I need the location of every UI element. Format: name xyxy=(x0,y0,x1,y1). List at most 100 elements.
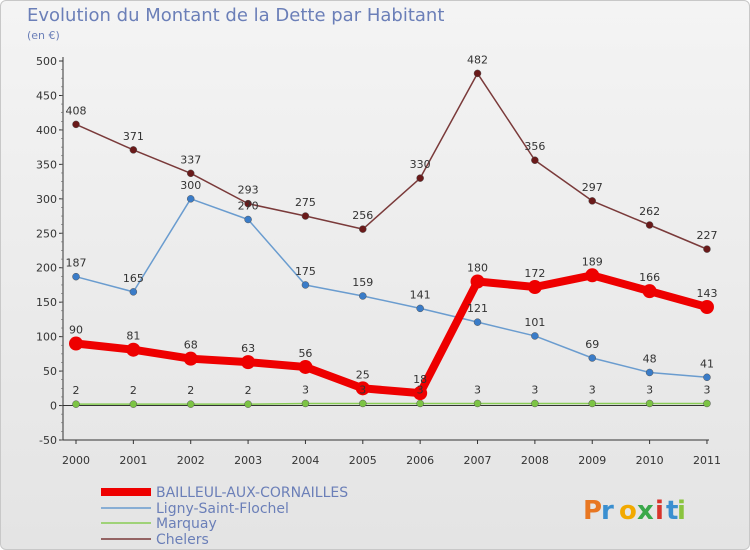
data-point xyxy=(69,336,83,351)
x-tick-label: 2009 xyxy=(578,454,606,467)
x-tick-label: 2011 xyxy=(693,454,721,467)
data-point xyxy=(413,386,428,401)
data-label: 3 xyxy=(531,383,538,396)
data-label: 3 xyxy=(589,383,596,396)
logo-letter: o xyxy=(619,496,637,526)
data-point xyxy=(645,368,654,377)
logo-letter: t xyxy=(666,496,678,526)
data-point xyxy=(699,300,714,315)
data-label: 165 xyxy=(123,272,144,285)
x-tick-label: 2006 xyxy=(406,454,434,467)
data-label: 2 xyxy=(187,384,194,397)
data-point xyxy=(473,399,482,408)
data-label: 293 xyxy=(238,184,259,197)
data-point xyxy=(298,359,313,374)
data-label: 356 xyxy=(524,140,545,153)
x-tick-label: 2004 xyxy=(291,454,319,467)
data-label: 69 xyxy=(585,338,599,351)
data-point xyxy=(531,332,539,340)
data-label: 297 xyxy=(582,181,603,194)
data-point xyxy=(186,400,195,408)
data-label: 3 xyxy=(703,383,710,396)
data-label: 2 xyxy=(73,384,80,397)
data-label: 3 xyxy=(646,383,653,396)
x-tick-label: 2008 xyxy=(521,454,549,467)
data-point xyxy=(473,69,482,78)
data-point xyxy=(588,354,596,362)
data-label: 3 xyxy=(474,383,481,396)
data-point xyxy=(416,399,424,408)
data-point xyxy=(473,318,482,326)
data-label: 68 xyxy=(184,339,198,352)
data-label: 18 xyxy=(413,373,427,386)
data-label: 2 xyxy=(245,384,252,397)
data-point xyxy=(470,274,485,289)
data-label: 187 xyxy=(66,257,87,270)
data-point xyxy=(244,215,252,224)
data-label: 371 xyxy=(123,130,144,143)
legend-label: Ligny-Saint-Flochel xyxy=(156,501,289,517)
data-label: 172 xyxy=(524,267,545,280)
logo-letter: i xyxy=(677,496,686,526)
data-point xyxy=(703,373,711,382)
data-label: 166 xyxy=(639,271,660,284)
data-label: 482 xyxy=(467,53,488,66)
data-point xyxy=(703,245,711,253)
data-point xyxy=(183,351,198,366)
y-tick-label: 0 xyxy=(50,400,57,413)
data-label: 3 xyxy=(359,383,366,396)
logo-letter: i xyxy=(655,496,664,526)
data-label: 48 xyxy=(643,352,657,365)
data-point xyxy=(527,280,542,295)
data-point xyxy=(129,288,138,296)
legend-label: Marquay xyxy=(156,516,217,532)
series-line xyxy=(76,402,707,405)
data-point xyxy=(416,304,424,313)
x-tick-label: 2007 xyxy=(464,454,492,467)
y-tick-label: -50 xyxy=(39,434,57,447)
data-point xyxy=(301,212,310,220)
data-point xyxy=(588,399,596,408)
data-point xyxy=(642,284,657,299)
data-point xyxy=(531,156,539,164)
y-tick-label: 500 xyxy=(36,55,57,68)
x-tick-label: 2005 xyxy=(349,454,377,467)
data-label: 270 xyxy=(238,199,259,212)
data-label: 159 xyxy=(352,276,373,289)
data-label: 256 xyxy=(352,209,373,222)
data-label: 101 xyxy=(524,316,545,329)
x-tick-label: 2003 xyxy=(234,454,262,467)
chart-title: Evolution du Montant de la Dette par Hab… xyxy=(27,5,445,26)
data-label: 25 xyxy=(356,368,370,381)
data-point xyxy=(645,221,654,229)
data-label: 300 xyxy=(180,179,201,192)
data-point xyxy=(244,400,252,408)
data-label: 275 xyxy=(295,196,316,209)
data-point xyxy=(645,399,654,408)
data-point xyxy=(359,399,367,408)
x-tick-label: 2001 xyxy=(119,454,147,467)
legend-label: Chelers xyxy=(156,532,209,548)
y-tick-label: 150 xyxy=(36,296,57,309)
x-tick-label: 2002 xyxy=(177,454,205,467)
data-label: 330 xyxy=(410,158,431,171)
data-point xyxy=(129,400,138,408)
data-label: 81 xyxy=(126,330,140,343)
data-point xyxy=(585,268,600,283)
data-point xyxy=(301,281,310,289)
data-label: 337 xyxy=(180,153,201,166)
legend-label: BAILLEUL-AUX-CORNAILLES xyxy=(156,485,348,501)
data-label: 175 xyxy=(295,265,316,278)
data-point xyxy=(241,355,256,370)
data-label: 262 xyxy=(639,205,660,218)
data-point xyxy=(186,195,195,203)
y-tick-label: 100 xyxy=(36,331,57,344)
data-label: 121 xyxy=(467,302,488,315)
y-unit-label: (en €) xyxy=(27,29,60,42)
data-label: 141 xyxy=(410,288,431,301)
data-point xyxy=(359,225,367,233)
data-label: 227 xyxy=(696,229,717,242)
x-tick-label: 2010 xyxy=(636,454,664,467)
data-label: 180 xyxy=(467,262,488,275)
series-line xyxy=(75,198,708,379)
